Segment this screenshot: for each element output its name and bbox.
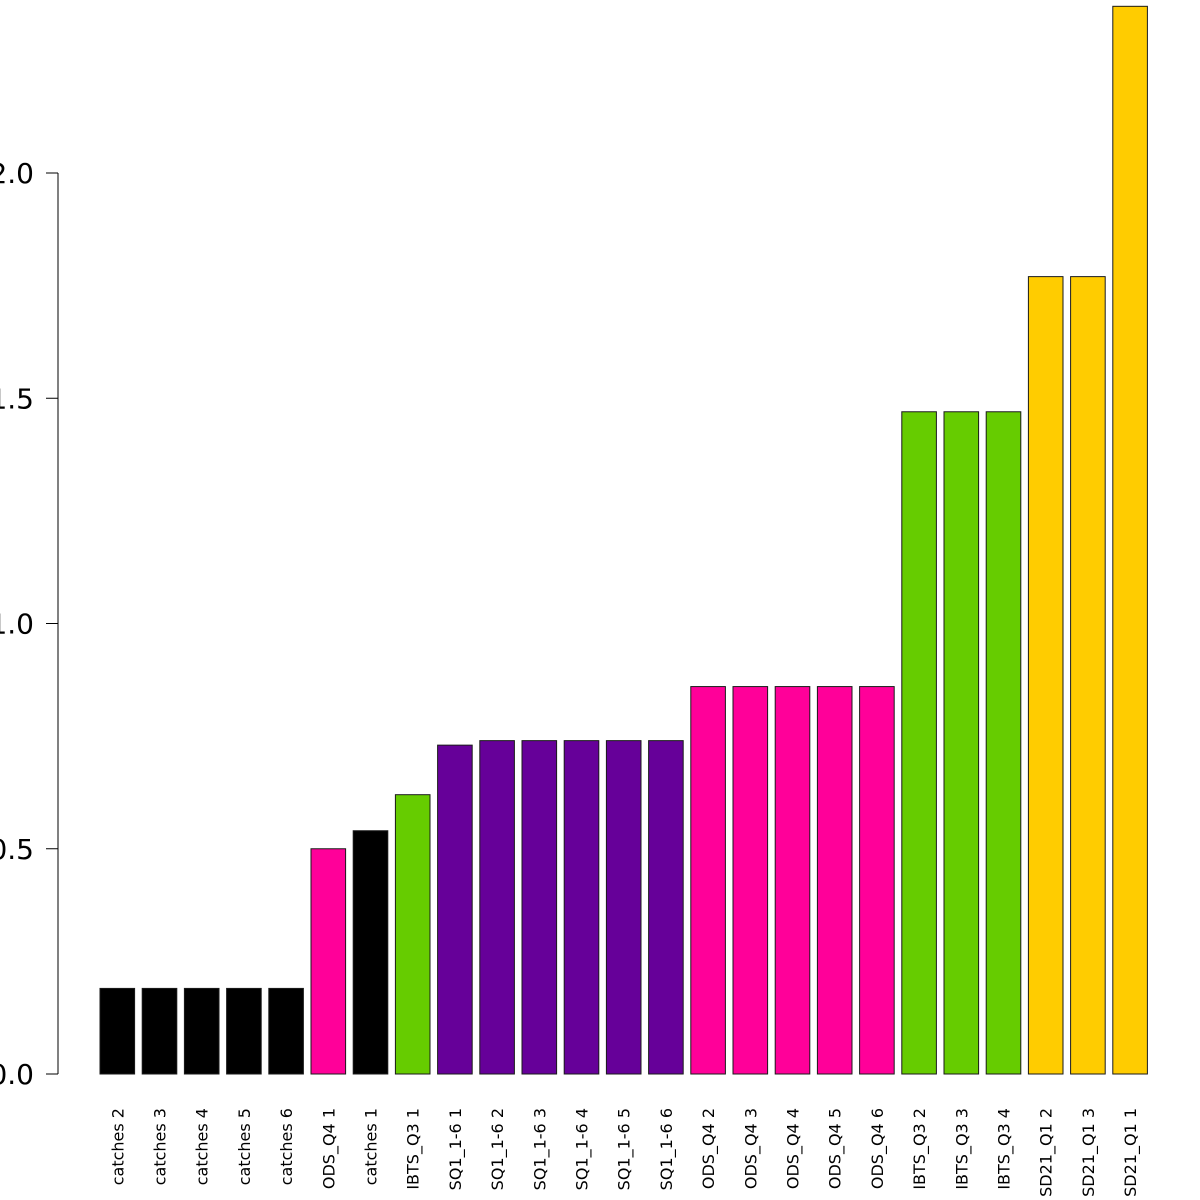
x-tick-label: ODS_Q4 4 — [784, 1108, 804, 1189]
y-tick-label: 0.0 — [0, 1058, 34, 1091]
bar — [437, 744, 473, 1075]
x-tick-label: IBTS_Q3 3 — [952, 1108, 972, 1190]
bar — [732, 686, 769, 1075]
x-tick-label: SD21_Q1 1 — [1121, 1108, 1141, 1197]
y-tick-label: 0.5 — [0, 833, 34, 866]
bar — [394, 794, 431, 1075]
y-tick-label: 1.5 — [0, 382, 34, 415]
x-tick-label: SQ1_1-6 3 — [530, 1108, 550, 1190]
x-tick-label: catches 6 — [277, 1108, 296, 1185]
x-tick-label: SQ1_1-6 6 — [657, 1108, 677, 1190]
bar — [1112, 5, 1148, 1075]
bar — [183, 987, 220, 1075]
x-tick-label: SQ1_1-6 5 — [615, 1108, 635, 1190]
bar — [226, 987, 262, 1075]
bar — [1027, 276, 1064, 1075]
bar — [690, 686, 726, 1075]
bar — [352, 830, 389, 1075]
bar — [774, 686, 811, 1075]
x-tick-label: ODS_Q4 3 — [741, 1108, 761, 1189]
x-tick-label: IBTS_Q3 1 — [404, 1108, 424, 1190]
bar — [605, 740, 642, 1075]
bar — [563, 740, 600, 1075]
x-tick-label: catches 3 — [151, 1108, 170, 1185]
y-tick-label: 2.0 — [0, 157, 34, 190]
x-tick-label: ODS_Q4 5 — [826, 1108, 846, 1189]
bar — [816, 686, 853, 1075]
bar — [99, 987, 136, 1075]
x-tick-label: SQ1_1-6 4 — [573, 1108, 593, 1190]
bar — [141, 987, 178, 1075]
x-tick-label: catches 5 — [235, 1108, 254, 1185]
bar — [268, 987, 304, 1075]
x-tick-label: ODS_Q4 6 — [868, 1108, 888, 1189]
bar — [943, 411, 980, 1075]
x-tick-label: catches 1 — [362, 1108, 381, 1185]
x-tick-label: SD21_Q1 3 — [1079, 1108, 1099, 1197]
bar — [310, 848, 347, 1075]
bar — [648, 740, 684, 1075]
bar — [859, 686, 895, 1075]
x-tick-label: IBTS_Q3 4 — [995, 1108, 1015, 1190]
bar — [901, 411, 937, 1075]
bar — [1070, 276, 1106, 1075]
bar — [479, 740, 515, 1075]
bar — [985, 411, 1022, 1075]
x-tick-label: SQ1_1-6 2 — [488, 1108, 508, 1190]
x-tick-label: ODS_Q4 1 — [319, 1108, 339, 1189]
bars — [99, 5, 1148, 1075]
x-tick-label: ODS_Q4 2 — [699, 1108, 719, 1189]
y-tick-label: 1.0 — [0, 608, 34, 641]
x-tick-label: SD21_Q1 2 — [1037, 1108, 1057, 1197]
x-tick-label: catches 2 — [108, 1108, 127, 1185]
x-axis-labels: catches 2 catches 3 catches 4 catches 5 catc… — [108, 1108, 1141, 1197]
bar — [521, 740, 558, 1075]
x-tick-label: SQ1_1-6 1 — [446, 1108, 466, 1190]
y-axis: 0.0 0.5 1.0 1.5 2.0 — [0, 157, 59, 1091]
x-tick-label: catches 4 — [193, 1108, 212, 1185]
x-tick-label: IBTS_Q3 2 — [910, 1108, 930, 1190]
